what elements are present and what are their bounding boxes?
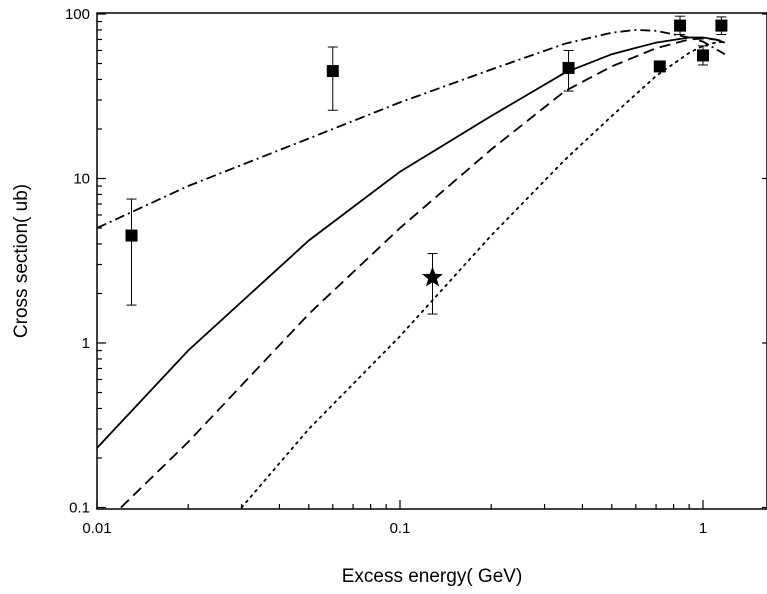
x-axis-label: Excess energy( GeV) <box>342 566 523 587</box>
data-markers <box>125 15 728 315</box>
data-point-square <box>715 19 728 32</box>
data-point-square <box>697 49 709 62</box>
y-tick-label: 0.1 <box>69 500 90 517</box>
curve-dashed <box>120 37 725 509</box>
plot-frame <box>96 12 767 510</box>
x-tick-label: 0.01 <box>82 520 111 537</box>
y-tick-label: 1 <box>82 335 90 352</box>
y-tick-label: 10 <box>73 171 90 188</box>
x-tick-label: 1 <box>699 520 707 537</box>
data-point-square <box>653 60 666 73</box>
curve-solid <box>97 36 726 449</box>
y-axis-label: Cross section( ub) <box>11 184 32 338</box>
axis-ticks: 0.01 0.1 1 0.1 1 10 100 <box>65 6 767 537</box>
x-tick-label: 0.1 <box>390 520 411 537</box>
y-tick-label: 100 <box>65 6 90 23</box>
data-point-star <box>422 266 443 287</box>
curve-dash-dot <box>97 28 726 229</box>
model-curves <box>97 28 726 509</box>
data-point-square <box>674 19 687 32</box>
data-point-square <box>562 61 575 74</box>
curve-dotted <box>240 40 726 509</box>
data-point-square <box>125 229 138 242</box>
data-point-square <box>326 65 339 78</box>
